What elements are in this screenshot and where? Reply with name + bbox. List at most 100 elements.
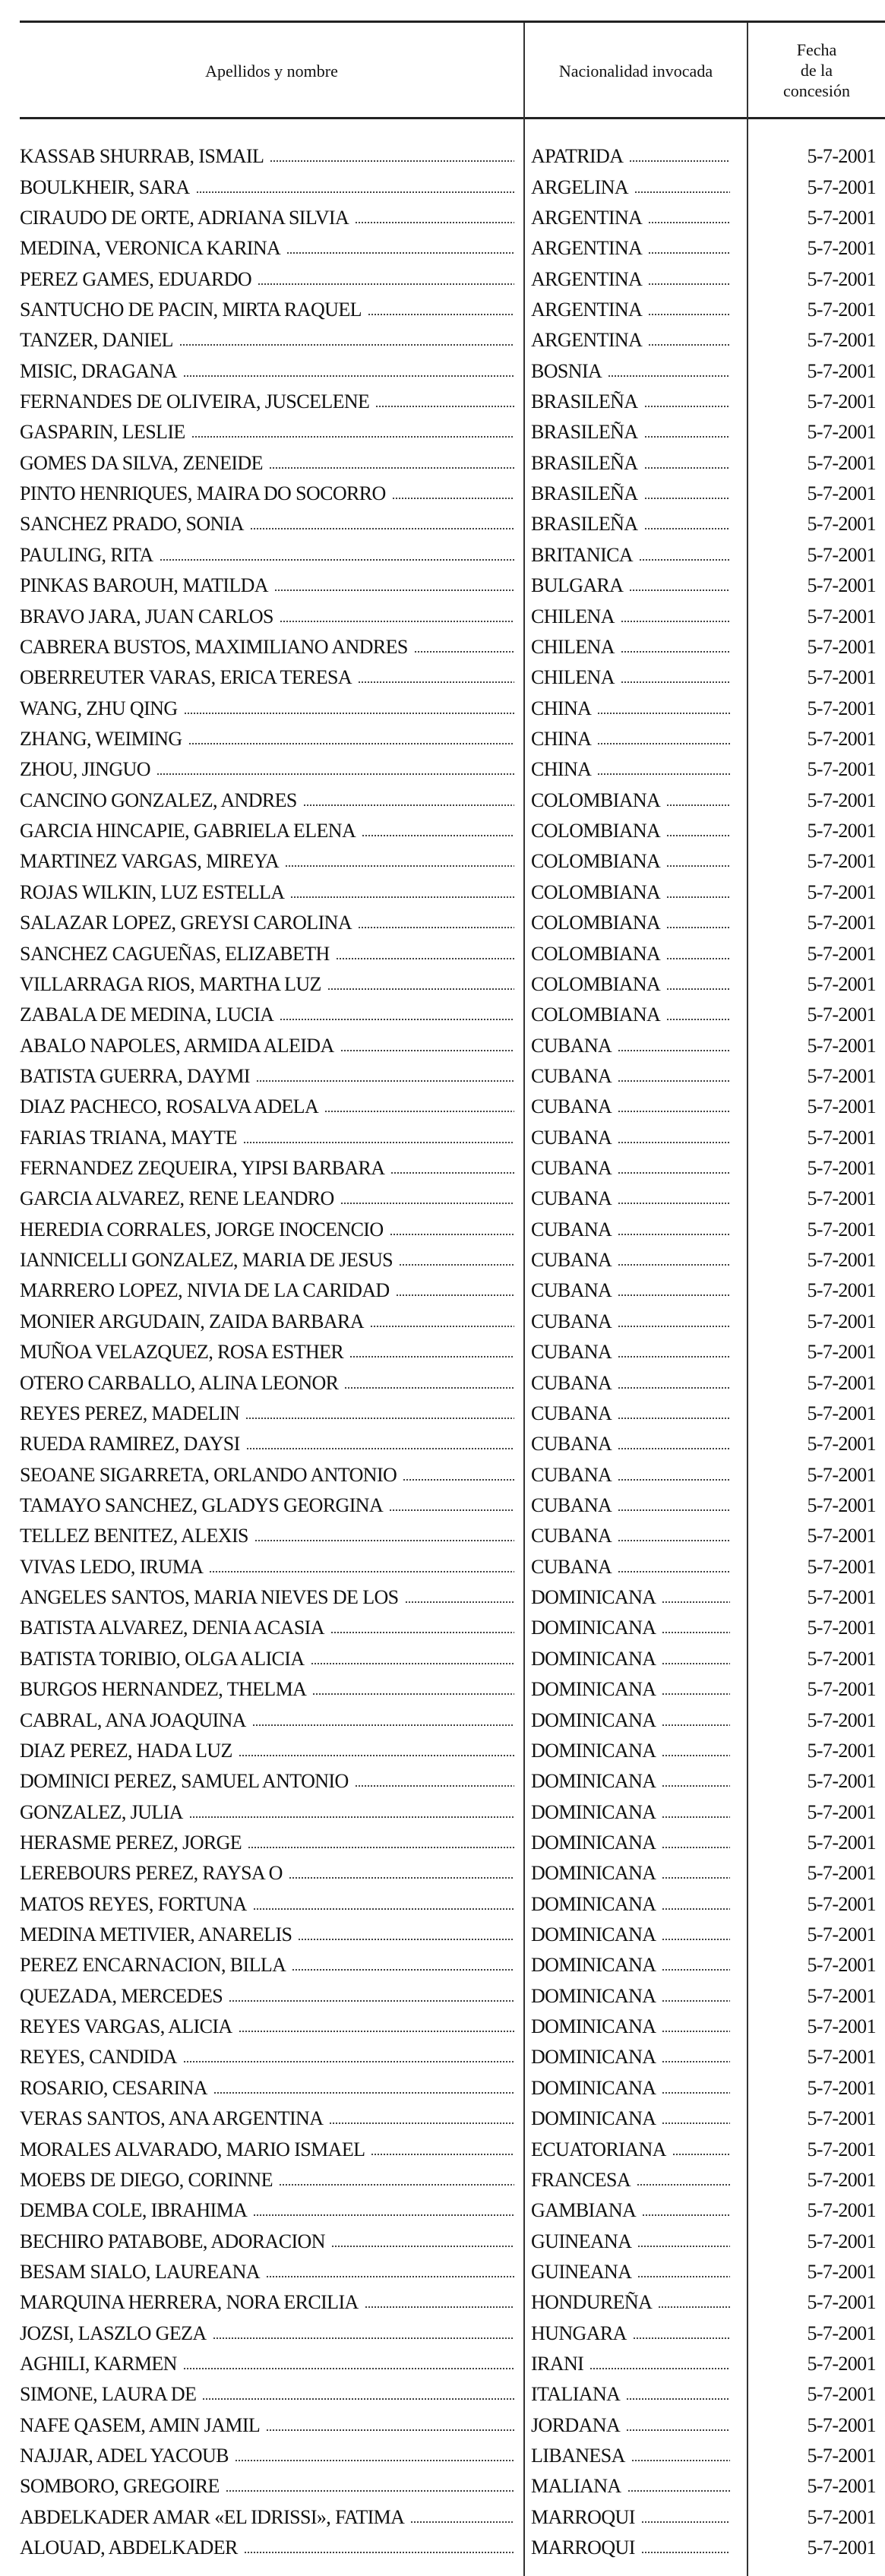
date-cell: 5-7-2001: [807, 2383, 876, 2406]
table-row: DOMINICI PEREZ, SAMUEL ANTONIO DOMINICANA…: [20, 1766, 885, 1797]
dot-leader: [390, 1170, 514, 1175]
dot-leader: [183, 710, 514, 715]
nationality-cell: BRASILEÑA: [523, 421, 747, 444]
person-name: MEDINA, VERONICA KARINA: [20, 237, 281, 260]
nationality: COLOMBIANA: [531, 942, 661, 965]
person-name: GONZALEZ, JULIA: [20, 1800, 183, 1823]
table-row: VIVAS LEDO, IRUMA CUBANA 5-7-2001: [20, 1552, 885, 1582]
nationality: GAMBIANA: [531, 2199, 637, 2222]
nationality: CUBANA: [531, 1371, 612, 1394]
table-row: MARRERO LOPEZ, NIVIA DE LA CARIDAD CUBANA…: [20, 1275, 885, 1306]
date-cell: 5-7-2001: [807, 1341, 876, 1364]
name-cell: BESAM SIALO, LAUREANA: [20, 2261, 523, 2284]
table-row: MORALES ALVARADO, MARIO ISMAEL ECUATORIAN…: [20, 2134, 885, 2164]
dot-leader: [597, 710, 730, 715]
date-cell: 5-7-2001: [807, 1126, 876, 1149]
date-cell: 5-7-2001: [807, 1892, 876, 1915]
table-row: HERASME PEREZ, JORGE DOMINICANA 5-7-2001: [20, 1828, 885, 1858]
name-cell: TELLEZ BENITEZ, ALEXIS: [20, 1525, 523, 1547]
dot-leader: [662, 1660, 730, 1665]
dot-leader: [329, 2120, 514, 2126]
dot-leader: [182, 2366, 514, 2371]
nationality: DOMINICANA: [531, 2107, 656, 2130]
date-cell: 5-7-2001: [807, 1954, 876, 1977]
table-row: GASPARIN, LESLIE BRASILEÑA 5-7-2001: [20, 417, 885, 447]
name-cell: TAMAYO SANCHEZ, GLADYS GEORGINA: [20, 1494, 523, 1517]
date-cell: 5-7-2001: [807, 1647, 876, 1670]
header-date-line: Fecha: [796, 40, 837, 59]
person-name: BATISTA GUERRA, DAYMI: [20, 1064, 251, 1087]
dot-leader: [662, 1752, 730, 1757]
dot-leader: [330, 2243, 514, 2248]
person-name: DEMBA COLE, IBRAHIMA: [20, 2199, 248, 2222]
person-name: MATOS REYES, FORTUNA: [20, 1892, 247, 1915]
date-cell: 5-7-2001: [807, 942, 876, 965]
nationality-cell: CUBANA: [523, 1433, 747, 1456]
name-cell: ZHOU, JINGUO: [20, 758, 523, 781]
person-name: KASSAB SHURRAB, ISMAIL: [20, 145, 264, 168]
person-name: IANNICELLI GONZALEZ, MARIA DE JESUS: [20, 1249, 394, 1272]
table-row: GONZALEZ, JULIA DOMINICANA 5-7-2001: [20, 1797, 885, 1827]
name-cell: ABALO NAPOLES, ARMIDA ALEIDA: [20, 1035, 523, 1057]
name-cell: MOEBS DE DIEGO, CORINNE: [20, 2169, 523, 2192]
nationality-cell: CHINA: [523, 758, 747, 781]
dot-leader: [662, 2089, 730, 2094]
table-row: GARCIA ALVAREZ, RENE LEANDRO CUBANA 5-7-20…: [20, 1184, 885, 1214]
dot-leader: [662, 1967, 730, 1972]
person-name: MOEBS DE DIEGO, CORINNE: [20, 2168, 273, 2191]
dot-leader: [618, 1047, 730, 1052]
nationality-cell: CHILENA: [523, 666, 747, 689]
person-name: MONIER ARGUDAIN, ZAIDA BARBARA: [20, 1310, 365, 1332]
dot-leader: [643, 403, 730, 409]
dot-leader: [643, 495, 730, 501]
nationality: BRITANICA: [531, 543, 634, 566]
person-name: MORALES ALVARADO, MARIO ISMAEL: [20, 2138, 365, 2160]
nationality: MARROQUI: [531, 2505, 635, 2528]
dot-leader: [662, 1813, 730, 1819]
dot-leader: [270, 158, 514, 163]
nationality-cell: COLOMBIANA: [523, 850, 747, 873]
dot-leader: [643, 434, 730, 439]
person-name: SOMBORO, GREGOIRE: [20, 2475, 220, 2498]
nationality: DOMINICANA: [531, 2046, 656, 2069]
dot-leader: [395, 1292, 514, 1297]
date-cell: 5-7-2001: [807, 2353, 876, 2375]
nationality-cell: CUBANA: [523, 1464, 747, 1487]
name-cell: MORALES ALVARADO, MARIO ISMAEL: [20, 2138, 523, 2161]
nationality: BRASILEÑA: [531, 513, 638, 536]
dot-leader: [364, 2304, 514, 2309]
table-row: BRAVO JARA, JUAN CARLOS CHILENA 5-7-2001: [20, 601, 885, 631]
table-row: CABRAL, ANA JOAQUINA DOMINICANA 5-7-2001: [20, 1705, 885, 1735]
nationality-cell: CUBANA: [523, 1249, 747, 1272]
person-name: ABALO NAPOLES, ARMIDA ALEIDA: [20, 1034, 334, 1057]
nationality: DOMINICANA: [531, 2015, 656, 2038]
person-name: MARQUINA HERRERA, NORA ERCILIA: [20, 2291, 359, 2314]
name-cell: CANCINO GONZALEZ, ANDRES: [20, 789, 523, 812]
nationality-cell: CUBANA: [523, 1218, 747, 1241]
dot-leader: [253, 2212, 514, 2217]
date-cell: 5-7-2001: [807, 2168, 876, 2191]
name-cell: BATISTA GUERRA, DAYMI: [20, 1065, 523, 1088]
dot-leader: [648, 342, 730, 347]
person-name: ROSARIO, CESARINA: [20, 2076, 208, 2099]
name-cell: ABDELKADER AMAR «EL IDRISSI», FATIMA: [20, 2506, 523, 2529]
date-cell: 5-7-2001: [807, 1862, 876, 1885]
person-name: CABRERA BUSTOS, MAXIMILIANO ANDRES: [20, 635, 408, 658]
person-name: CANCINO GONZALEZ, ANDRES: [20, 789, 297, 811]
dot-leader: [225, 2488, 514, 2493]
dot-leader: [648, 311, 730, 316]
dot-leader: [242, 1139, 514, 1144]
dot-leader: [403, 1476, 514, 1481]
nationality-cell: CUBANA: [523, 1127, 747, 1149]
header-date-line: de la: [800, 61, 833, 80]
dot-leader: [389, 1506, 514, 1512]
nationality-cell: DOMINICANA: [523, 2077, 747, 2100]
date-cell: 5-7-2001: [807, 543, 876, 566]
dot-leader: [355, 219, 514, 224]
table-row: BURGOS HERNANDEZ, THELMA DOMINICANA 5-7-20…: [20, 1674, 885, 1705]
dot-leader: [249, 526, 514, 531]
dot-leader: [618, 1170, 730, 1175]
nationality-cell: DOMINICANA: [523, 1893, 747, 1916]
person-name: MEDINA METIVIER, ANARELIS: [20, 1923, 292, 1946]
person-name: BRAVO JARA, JUAN CARLOS: [20, 605, 274, 627]
